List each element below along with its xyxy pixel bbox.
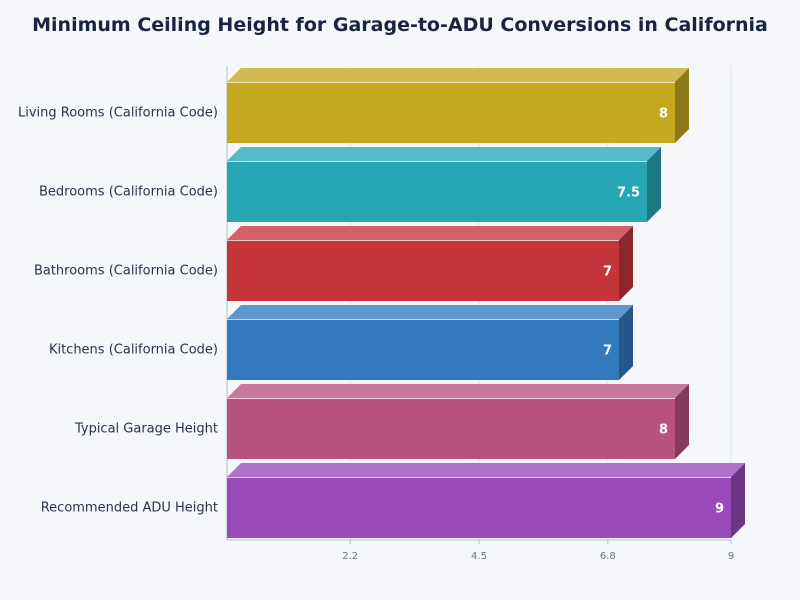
category-label: Living Rooms (California Code) (18, 106, 218, 121)
bar-side-face (731, 463, 745, 538)
bar-top-face (227, 226, 633, 240)
bar (227, 305, 633, 380)
bar-top-face (227, 463, 745, 477)
bar-value-label: 9 (715, 502, 724, 517)
bar (227, 463, 745, 538)
bar-front-face (227, 161, 647, 222)
bar-value-label: 7.5 (617, 186, 640, 201)
bar-side-face (619, 305, 633, 380)
bar (227, 68, 689, 143)
gridlines (349, 66, 732, 540)
x-tick-label: 9 (728, 551, 734, 562)
bar-front-face (227, 240, 619, 301)
category-label: Kitchens (California Code) (49, 343, 218, 358)
bar-side-face (675, 384, 689, 459)
category-label: Bathrooms (California Code) (34, 264, 218, 279)
chart-title: Minimum Ceiling Height for Garage-to-ADU… (32, 14, 768, 36)
bar-side-face (619, 226, 633, 301)
bar-side-face (647, 147, 661, 222)
bar-top-face (227, 147, 661, 161)
bar-value-label: 7 (603, 265, 612, 280)
bar-front-face (227, 82, 675, 143)
bar-value-label: 7 (603, 344, 612, 359)
x-tick-label: 2.2 (342, 551, 358, 562)
category-label: Recommended ADU Height (41, 501, 218, 516)
bar (227, 384, 689, 459)
bar-value-label: 8 (659, 423, 668, 438)
bar-front-face (227, 477, 731, 538)
category-label: Typical Garage Height (74, 422, 218, 437)
bar (227, 147, 661, 222)
bar-front-face (227, 319, 619, 380)
bar-top-face (227, 68, 689, 82)
bar-top-face (227, 305, 633, 319)
category-label: Bedrooms (California Code) (39, 185, 218, 200)
bar-top-face (227, 384, 689, 398)
bar-side-face (675, 68, 689, 143)
x-tick-label: 6.8 (600, 551, 616, 562)
bar-front-face (227, 398, 675, 459)
bar (227, 226, 633, 301)
x-tick-label: 4.5 (471, 551, 487, 562)
bar-value-label: 8 (659, 107, 668, 122)
